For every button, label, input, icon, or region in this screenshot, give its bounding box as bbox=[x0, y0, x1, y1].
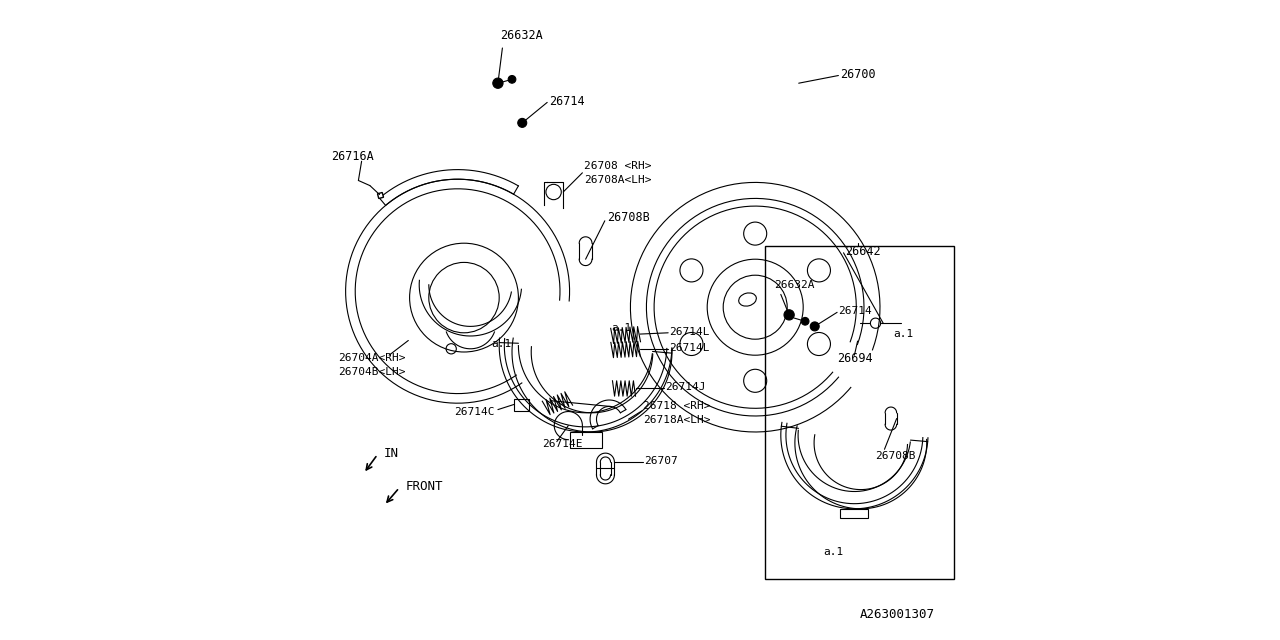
Text: a.1: a.1 bbox=[824, 547, 844, 557]
Text: 26714E: 26714E bbox=[543, 438, 582, 449]
Text: 26714J: 26714J bbox=[666, 382, 707, 392]
Text: 26708B: 26708B bbox=[876, 451, 916, 461]
Circle shape bbox=[493, 78, 503, 88]
Text: 26632A: 26632A bbox=[500, 29, 543, 42]
Text: 26708A<LH>: 26708A<LH> bbox=[584, 175, 652, 186]
Circle shape bbox=[801, 317, 809, 325]
Text: FRONT: FRONT bbox=[406, 480, 443, 493]
Text: 26704B<LH>: 26704B<LH> bbox=[338, 367, 406, 378]
Text: a.1: a.1 bbox=[893, 329, 913, 339]
Circle shape bbox=[810, 322, 819, 331]
Text: a.1: a.1 bbox=[612, 323, 631, 333]
Text: 26718 <RH>: 26718 <RH> bbox=[644, 401, 710, 412]
Text: 26632A: 26632A bbox=[774, 280, 815, 290]
Text: 26714: 26714 bbox=[838, 306, 872, 316]
Circle shape bbox=[508, 76, 516, 83]
Text: 26708B: 26708B bbox=[607, 211, 649, 224]
Text: 26714L: 26714L bbox=[669, 342, 710, 353]
Text: A263001307: A263001307 bbox=[859, 608, 934, 621]
Text: 26642: 26642 bbox=[845, 245, 881, 258]
Text: 26714L: 26714L bbox=[669, 326, 710, 337]
Text: 26708 <RH>: 26708 <RH> bbox=[584, 161, 652, 172]
Text: a.1: a.1 bbox=[492, 339, 512, 349]
Text: 26707: 26707 bbox=[645, 456, 678, 466]
Text: 26716A: 26716A bbox=[332, 150, 374, 163]
Circle shape bbox=[783, 310, 794, 320]
Bar bbox=[765, 246, 954, 579]
Circle shape bbox=[517, 118, 527, 127]
Text: 26714C: 26714C bbox=[454, 406, 495, 417]
Text: 26714: 26714 bbox=[549, 95, 585, 108]
Text: 26694: 26694 bbox=[837, 352, 873, 365]
Text: 26718A<LH>: 26718A<LH> bbox=[644, 415, 710, 426]
Text: IN: IN bbox=[384, 447, 399, 460]
Text: 26704A<RH>: 26704A<RH> bbox=[338, 353, 406, 364]
Text: 26700: 26700 bbox=[840, 68, 876, 81]
